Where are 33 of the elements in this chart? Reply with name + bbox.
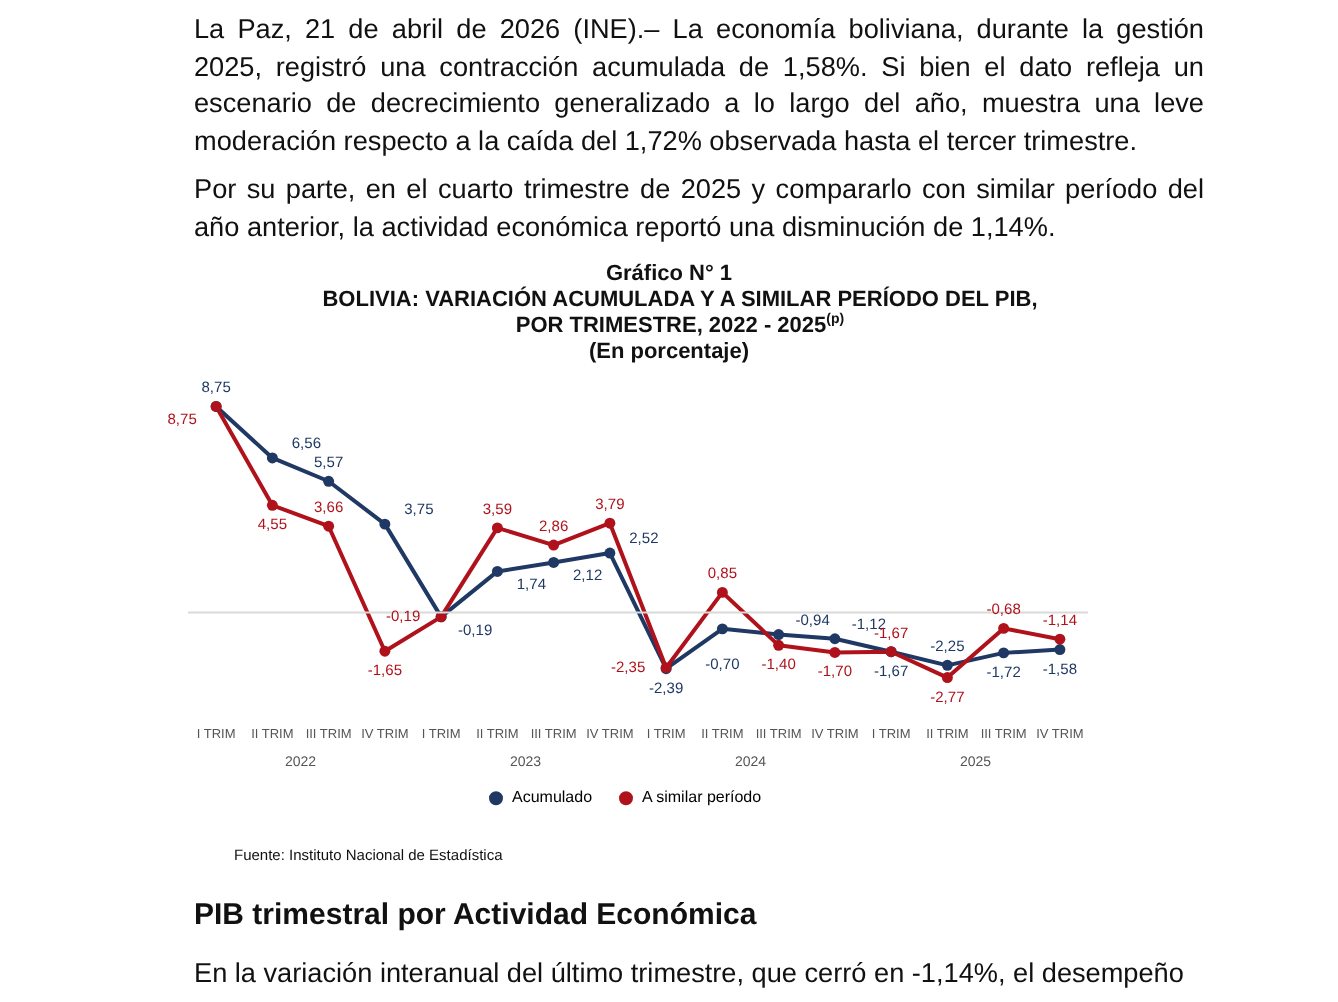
point [548, 539, 560, 551]
point [829, 646, 841, 658]
text: PIB trimestral por Actividad Económica [194, 898, 757, 932]
point [548, 557, 560, 568]
point [491, 565, 503, 577]
point [323, 475, 335, 487]
legend-label: A similar período [642, 788, 763, 807]
point [773, 639, 785, 651]
point [604, 547, 616, 559]
point [773, 629, 785, 640]
text: Por su parte, en el cuarto trimestre de 2025 y compararlo con similar período del año anterior, la actividad económica reportó una disminución de 1,14%. [194, 172, 1204, 246]
point [323, 520, 335, 532]
point [266, 499, 278, 511]
chart-title: Gráfico N° 1 [603, 262, 735, 288]
point [998, 622, 1010, 634]
point [1054, 633, 1066, 645]
text: En la variación interanual del último trimestre, que cerró en -1,14%, el desempeño [194, 956, 1186, 992]
point [604, 517, 616, 529]
point [1054, 644, 1066, 656]
point [379, 645, 391, 657]
point [379, 518, 391, 530]
point [829, 633, 841, 645]
chart-subtitle: BOLIVIA: VARIACIÓN ACUMULADA Y A SIMILAR PERÍODO DEL PIB, POR TRIMESTRE, 2022 - 2025$^{(p)}$ [320, 288, 1040, 340]
point [491, 522, 503, 534]
point [941, 659, 953, 671]
point [941, 672, 953, 684]
point [266, 452, 278, 464]
legend-label: Acumulado [512, 788, 594, 807]
point [716, 586, 728, 598]
point [716, 623, 728, 635]
point [998, 647, 1010, 659]
y-axis-title: (En porcentaje) [586, 340, 752, 366]
text: La Paz, 21 de abril de 2026 (INE).– La economía boliviana, durante la gestión 2025, registró una contracción acumulada de 1,58%. Si bien el dato refleja un escenario de decrecimiento generalizado a lo largo del año, muestra una leve moderación respecto a la caída del 1,72% observada hasta el tercer trimestre. [194, 12, 1204, 160]
